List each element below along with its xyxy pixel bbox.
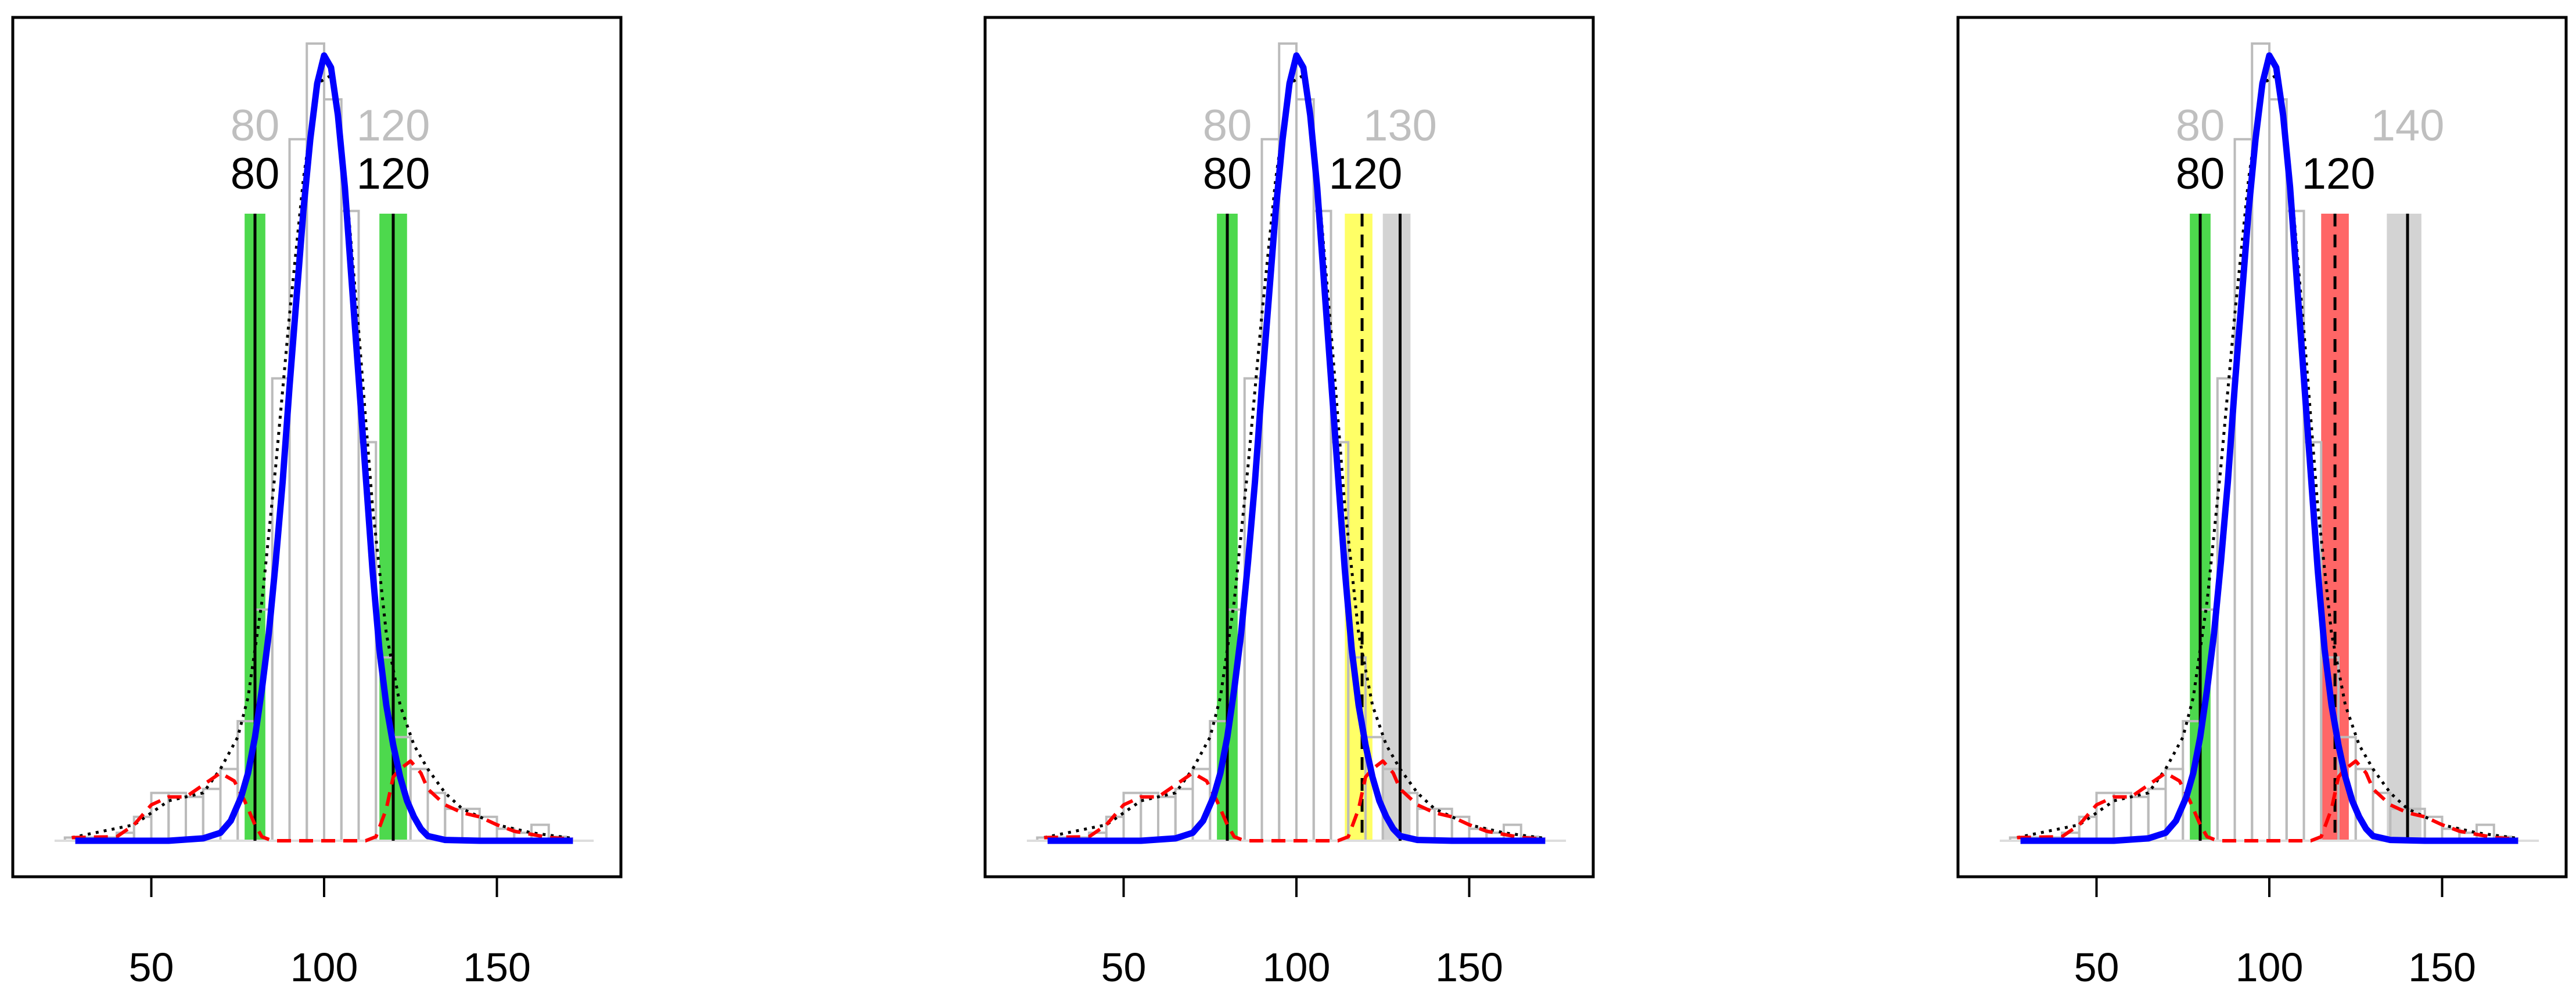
top-threshold-label: 80 (1203, 101, 1252, 150)
bottom-threshold-label: 120 (2302, 149, 2376, 199)
blue-density-curve (2020, 52, 2518, 844)
bottom-threshold-label: 120 (357, 149, 430, 199)
x-tick-label: 100 (1263, 945, 1331, 990)
panel-1: 80 120 80 120 50 100 150 (11, 16, 623, 990)
top-threshold-label: 80 (231, 101, 280, 150)
plot-frame (1956, 16, 2568, 878)
bottom-threshold-label: 80 (231, 149, 280, 199)
histogram-bar (1157, 795, 1177, 842)
x-tick-label: 150 (1435, 945, 1503, 990)
histogram-bar (1416, 808, 1436, 842)
top-threshold-label: 120 (357, 101, 430, 150)
red-dashed-curve (2017, 759, 2518, 842)
plot-frame (983, 16, 1595, 878)
histogram-bar (2268, 98, 2288, 842)
red-dashed-curve (1044, 759, 1546, 842)
bottom-threshold-label: 80 (2176, 149, 2225, 199)
histogram-bar (323, 98, 343, 842)
x-tick-label: 50 (129, 945, 174, 990)
density-dotted-curve (1044, 74, 1546, 840)
x-tick-label: 150 (2408, 945, 2476, 990)
highlight-band (2387, 214, 2421, 841)
top-threshold-label: 80 (2176, 101, 2225, 150)
histogram-bar (1295, 98, 1315, 842)
histogram-bar (444, 808, 464, 842)
x-tick-label: 100 (290, 945, 358, 990)
x-tick-label: 150 (463, 945, 531, 990)
panel-2: 80 130 80 120 50 100 150 (983, 16, 1595, 990)
top-threshold-label: 140 (2371, 101, 2445, 150)
x-tick-label: 50 (1101, 945, 1147, 990)
panel-3: 80 140 80 120 50 100 150 (1956, 16, 2568, 990)
blue-density-curve (1047, 52, 1546, 844)
red-dashed-curve (71, 759, 573, 842)
histogram-bar (185, 795, 204, 842)
x-tick-label: 50 (2074, 945, 2119, 990)
density-dotted-curve (71, 74, 573, 840)
x-tick-label: 100 (2236, 945, 2304, 990)
bottom-threshold-label: 80 (1203, 149, 1252, 199)
highlight-band (1382, 214, 1411, 841)
top-threshold-label: 130 (1363, 101, 1437, 150)
plot-frame (11, 16, 623, 878)
histogram-bar (2130, 795, 2150, 842)
blue-density-curve (75, 52, 573, 844)
bottom-threshold-label: 120 (1329, 149, 1403, 199)
density-dotted-curve (2017, 74, 2518, 840)
